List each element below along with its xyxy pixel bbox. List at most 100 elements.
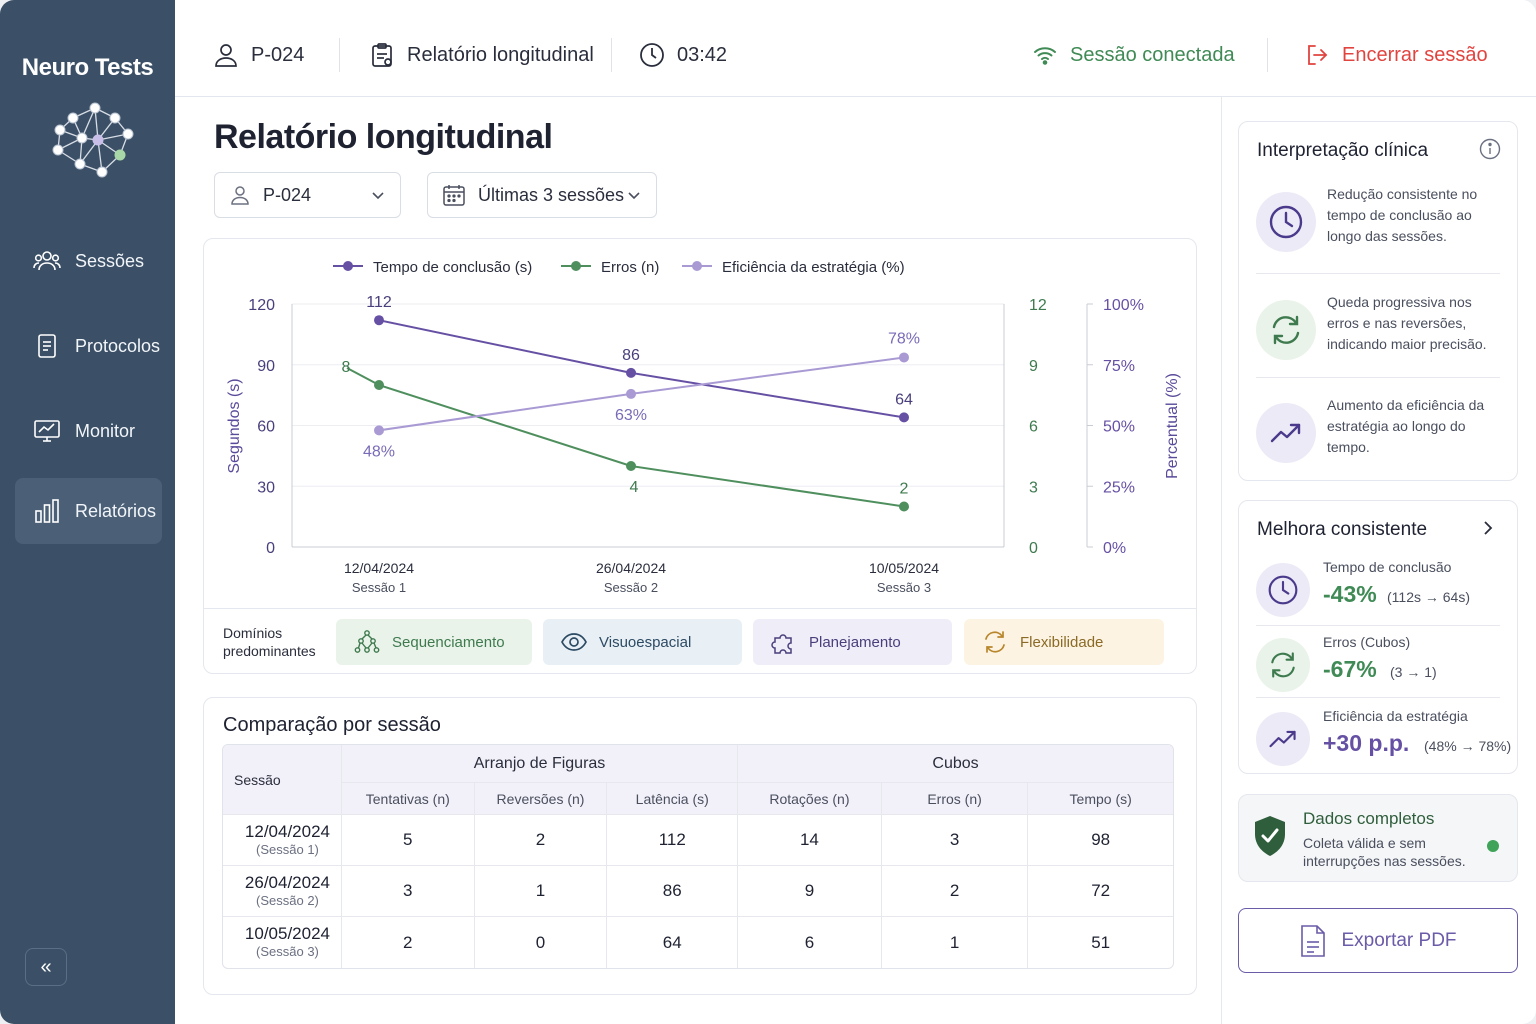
y-tick-label-percent: 0% bbox=[1103, 540, 1126, 557]
topbar-timer: 03:42 bbox=[639, 38, 727, 72]
data-label: 64 bbox=[895, 391, 913, 408]
patient-select-value: P-024 bbox=[263, 184, 312, 205]
data-label: 78% bbox=[888, 330, 920, 347]
domain-chip-label: Visuoespacial bbox=[599, 633, 692, 651]
sequence-icon bbox=[354, 630, 380, 653]
domain-chip-sequenciamento[interactable]: Sequenciamento bbox=[336, 619, 532, 665]
y-tick-label-percent: 100% bbox=[1103, 297, 1144, 314]
y-tick-label-left: 60 bbox=[257, 419, 275, 436]
x-tick-sublabel: Sessão 1 bbox=[352, 580, 406, 595]
y-tick-label-percent: 50% bbox=[1103, 419, 1135, 436]
document-icon bbox=[38, 334, 56, 358]
column-header: Reversões (n) bbox=[474, 783, 608, 815]
domain-chip-planejamento[interactable]: Planejamento bbox=[753, 619, 952, 665]
session-cell: 26/04/2024 (Sessão 2) bbox=[223, 866, 342, 917]
connection-status: Sessão conectada bbox=[1032, 38, 1235, 72]
predominant-domains: Domínios predominantes Sequenciamento Vi… bbox=[204, 608, 1196, 674]
longitudinal-chart-card: 0 0 0% 30 3 25% 60 6 50% 90 9 75% 120 12 100% Segundos … bbox=[203, 238, 1197, 674]
column-header: Latência (s) bbox=[607, 783, 739, 815]
divider bbox=[1256, 625, 1500, 626]
improvement-title: Melhora consistente bbox=[1257, 519, 1428, 540]
legend-label: Erros (n) bbox=[601, 259, 659, 276]
data-status-line: interrupções nas sessões. bbox=[1303, 853, 1466, 869]
table-cell: 86 bbox=[607, 866, 739, 917]
topbar-divider bbox=[611, 38, 612, 72]
collapse-sidebar-button[interactable]: « bbox=[25, 948, 67, 986]
session-range-select[interactable]: Últimas 3 sessões bbox=[427, 172, 657, 218]
domain-chip-flexibilidade[interactable]: Flexibilidade bbox=[964, 619, 1164, 665]
calendar-icon bbox=[443, 185, 465, 206]
longitudinal-line-chart: 0 0 0% 30 3 25% 60 6 50% 90 9 75% 120 12 100% Segundos … bbox=[226, 259, 1181, 595]
data-status-line: Coleta válida e sem bbox=[1303, 835, 1426, 851]
chevron-down-icon bbox=[628, 192, 640, 200]
users-icon bbox=[33, 251, 61, 271]
connection-status-label: Sessão conectada bbox=[1070, 43, 1235, 66]
domains-label-line: predominantes bbox=[223, 643, 316, 659]
interpretation-text: Aumento da eficiência da estratégia ao l… bbox=[1327, 397, 1485, 455]
domain-chip-label: Sequenciamento bbox=[392, 633, 505, 651]
improvement-label: Eficiência da estratégia bbox=[1323, 708, 1468, 724]
session-number: (Sessão 3) bbox=[256, 944, 319, 959]
data-point bbox=[626, 461, 636, 471]
data-point bbox=[626, 367, 636, 378]
y-tick-label-left: 90 bbox=[257, 358, 275, 375]
topbar-divider bbox=[339, 38, 340, 72]
refresh-icon bbox=[1256, 638, 1310, 692]
table-cell: 3 bbox=[341, 866, 475, 917]
shield-check-icon bbox=[1255, 816, 1285, 856]
data-point bbox=[626, 388, 636, 399]
topbar-report: Relatório longitudinal bbox=[369, 38, 594, 72]
series-line-lead bbox=[346, 367, 380, 386]
domain-chip-visuoespacial[interactable]: Visuoespacial bbox=[543, 619, 742, 665]
table-cell: 64 bbox=[607, 917, 739, 968]
x-tick-sublabel: Sessão 3 bbox=[877, 580, 931, 595]
sidebar-item-protocolos[interactable]: Protocolos bbox=[15, 313, 162, 379]
divider bbox=[1256, 273, 1500, 274]
trend-up-icon bbox=[1256, 712, 1310, 766]
table-cell: 51 bbox=[1091, 932, 1111, 952]
session-date: 12/04/2024 bbox=[244, 821, 330, 841]
interpretation-title: Interpretação clínica bbox=[1257, 140, 1429, 161]
user-icon bbox=[215, 44, 237, 67]
legend-label: Eficiência da estratégia (%) bbox=[722, 259, 905, 276]
table-cell: 1 bbox=[882, 917, 1029, 968]
y-tick-label-left: 0 bbox=[266, 540, 275, 557]
data-label: 112 bbox=[366, 294, 392, 311]
end-session-button[interactable]: Encerrar sessão bbox=[1304, 38, 1488, 72]
session-date: 26/04/2024 bbox=[244, 872, 330, 892]
session-number: (Sessão 2) bbox=[256, 892, 319, 908]
sidebar: Neuro Tests bbox=[0, 0, 175, 1024]
topbar-timer-value: 03:42 bbox=[677, 43, 728, 66]
legend-marker bbox=[571, 261, 581, 271]
data-point bbox=[899, 412, 909, 423]
trend-up-icon bbox=[1256, 403, 1316, 463]
table-cell: 2 bbox=[342, 917, 475, 968]
table-row: 12/04/2024 (Sessão 1) 5 2 112 14 3 98 bbox=[223, 815, 1173, 866]
improvement-card[interactable]: Melhora consistente Tempo de conclusão -… bbox=[1238, 500, 1518, 774]
network-logo-icon bbox=[52, 102, 134, 178]
data-point bbox=[899, 352, 909, 363]
legend-label: Tempo de conclusão (s) bbox=[373, 259, 532, 276]
improvement-item: Tempo de conclusão -43% (112s → 64s) bbox=[1256, 559, 1500, 623]
patient-select[interactable]: P-024 bbox=[214, 172, 401, 218]
chevrons-left-icon: « bbox=[40, 955, 52, 978]
sidebar-item-relatorios[interactable]: Relatórios bbox=[15, 478, 162, 544]
interpretation-item: Aumento da eficiência da estratégia ao l… bbox=[1256, 395, 1500, 485]
sidebar-item-sessoes[interactable]: Sessões bbox=[15, 228, 162, 294]
divider bbox=[1256, 377, 1500, 378]
session-date: 10/05/2024 bbox=[244, 924, 330, 943]
table-cell: 5 bbox=[341, 815, 475, 866]
sidebar-item-monitor[interactable]: Monitor bbox=[15, 398, 162, 464]
y-tick-label-percent: 75% bbox=[1103, 358, 1135, 375]
table-cell: 98 bbox=[1028, 815, 1173, 866]
swap-icon bbox=[985, 631, 1005, 653]
chevron-down-icon bbox=[372, 192, 384, 200]
refresh-icon bbox=[1256, 300, 1316, 360]
data-label: 4 bbox=[630, 479, 639, 496]
legend-marker bbox=[692, 261, 702, 271]
export-pdf-button[interactable]: Exportar PDF bbox=[1238, 908, 1518, 973]
interpretation-text: Queda progressiva nos erros e nas revers… bbox=[1327, 294, 1487, 352]
data-label: 63% bbox=[615, 407, 647, 424]
info-icon[interactable] bbox=[1479, 138, 1501, 160]
data-point bbox=[374, 425, 384, 436]
